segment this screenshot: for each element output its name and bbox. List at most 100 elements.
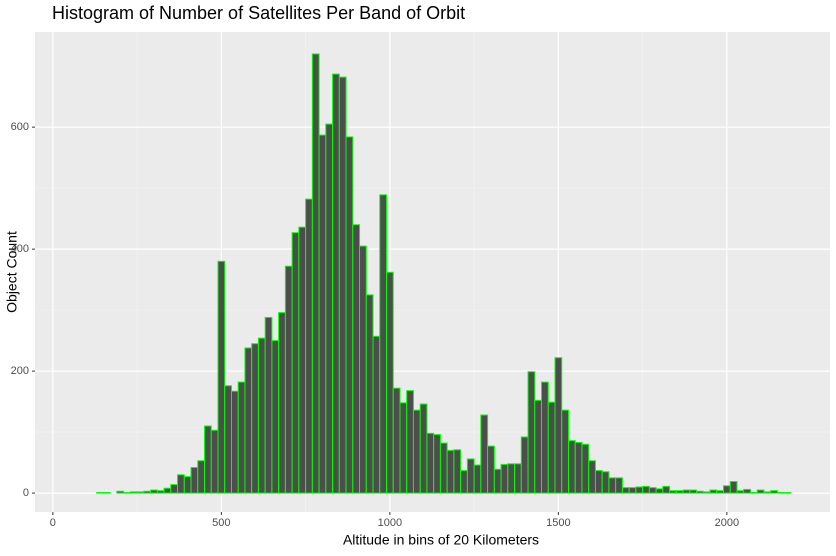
bar (473, 464, 482, 494)
bar (257, 337, 266, 494)
bar (561, 409, 569, 494)
bar (763, 491, 772, 494)
bar (385, 271, 394, 494)
bar (365, 294, 374, 494)
bar (480, 414, 489, 494)
bar (527, 371, 536, 494)
bar (534, 399, 543, 494)
bar (453, 449, 462, 494)
chart-title: Histogram of Number of Satellites Per Ba… (52, 3, 465, 23)
bar (756, 489, 765, 494)
bar (305, 198, 313, 494)
bar (230, 390, 239, 494)
bar (594, 470, 603, 494)
bar (615, 477, 623, 494)
bar (466, 458, 475, 494)
bar (237, 381, 246, 494)
bar (244, 347, 253, 494)
bar (163, 487, 172, 494)
bar (709, 489, 718, 494)
bar (749, 491, 758, 494)
bar (669, 490, 677, 494)
bar (574, 441, 583, 494)
bar (433, 434, 441, 494)
bar (129, 491, 138, 494)
bar (507, 463, 516, 494)
bar (123, 491, 131, 494)
bar (554, 357, 563, 494)
y-axis-title: Object Count (4, 231, 20, 313)
y-tick-label: 200 (11, 365, 29, 377)
bar (116, 490, 125, 494)
bar (581, 443, 590, 494)
bar (776, 491, 785, 494)
bar (278, 312, 286, 494)
bar (150, 489, 158, 494)
bar (345, 136, 354, 494)
bar (318, 134, 327, 494)
bar (406, 390, 414, 494)
bar (359, 245, 367, 494)
bar (439, 442, 448, 494)
bar (608, 477, 617, 494)
bar (332, 73, 340, 494)
bar (177, 474, 185, 494)
bar (224, 385, 232, 494)
bar (352, 224, 361, 494)
bar (662, 485, 671, 494)
x-tick-label: 1000 (378, 517, 402, 529)
bar (264, 316, 273, 494)
bar (217, 260, 226, 494)
bar (338, 76, 347, 494)
bar (635, 486, 644, 494)
bar (520, 436, 529, 494)
bar (723, 485, 731, 494)
bar (493, 468, 502, 494)
y-tick-label: 0 (23, 487, 29, 499)
bar (298, 226, 307, 494)
bar (716, 490, 725, 494)
bar (372, 335, 381, 494)
bar (136, 491, 145, 494)
bar (675, 490, 684, 494)
bar (783, 491, 792, 494)
y-tick-label: 600 (11, 121, 29, 133)
bar (702, 491, 711, 494)
bar (500, 463, 509, 494)
bar (311, 53, 320, 494)
bar (170, 484, 179, 494)
bar (648, 487, 657, 494)
bar (487, 445, 495, 494)
bar (743, 488, 751, 494)
bar (399, 402, 408, 494)
bar (190, 466, 199, 494)
x-tick-label: 1500 (546, 517, 570, 529)
y-tick-label: 400 (11, 243, 29, 255)
bar (412, 409, 421, 494)
bar (514, 463, 522, 494)
bar (588, 460, 596, 494)
bar (156, 490, 165, 494)
bar (379, 194, 387, 494)
bar (601, 471, 610, 494)
bar (197, 460, 206, 494)
bar (210, 429, 219, 494)
bar (642, 485, 650, 494)
bar (729, 481, 738, 494)
bar (460, 470, 468, 494)
bar (426, 432, 435, 494)
bar (621, 487, 630, 494)
bar (655, 488, 664, 494)
bar (96, 491, 104, 494)
bar (419, 403, 428, 494)
bar (547, 401, 556, 494)
x-tick-label: 500 (212, 517, 230, 529)
bar (325, 123, 334, 494)
bar (696, 490, 704, 494)
bar (271, 340, 280, 494)
bar (143, 490, 152, 494)
bar (204, 425, 212, 494)
bar (251, 343, 259, 494)
bar (392, 387, 401, 494)
